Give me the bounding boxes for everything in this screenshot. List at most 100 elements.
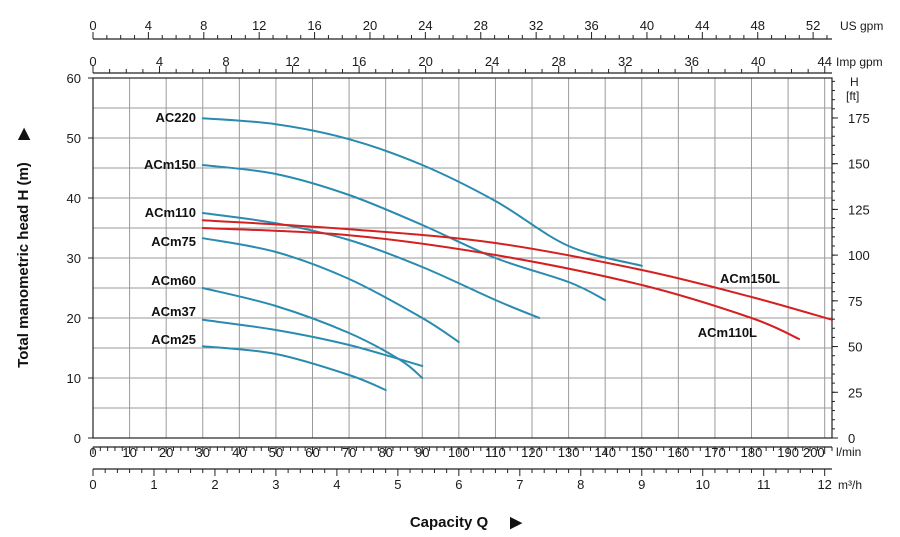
curve-ac220 — [201, 117, 643, 267]
impgpm-tick-label: 20 — [418, 54, 432, 69]
lmin-tick-label: 10 — [122, 445, 136, 460]
usgpm-tick-label: 12 — [252, 18, 266, 33]
lmin-tick-label: 110 — [485, 445, 506, 460]
unit-m3h: m³/h — [838, 478, 862, 492]
curve-acm110 — [201, 212, 541, 319]
lmin-tick-label: 20 — [159, 445, 173, 460]
x-axis-title: Capacity Q — [410, 514, 489, 531]
usgpm-tick-label: 40 — [640, 18, 654, 33]
usgpm-tick-label: 24 — [418, 18, 432, 33]
m3h-tick-label: 4 — [333, 477, 340, 492]
m3h-tick-label: 11 — [757, 477, 771, 492]
lmin-tick-label: 80 — [378, 445, 392, 460]
impgpm-tick-label: 36 — [684, 54, 698, 69]
impgpm-tick-label: 28 — [551, 54, 565, 69]
impgpm-tick-label: 16 — [352, 54, 366, 69]
y2-tick-label: 150 — [848, 157, 870, 172]
usgpm-tick-label: 20 — [363, 18, 377, 33]
lmin-tick-label: 180 — [741, 445, 763, 460]
m3h-tick-label: 6 — [455, 477, 462, 492]
y2-tick-label: 75 — [848, 294, 862, 309]
curve-acm37 — [201, 318, 424, 367]
y2-axis-label-ft: [ft] — [846, 89, 859, 103]
y2-tick-label: 125 — [848, 202, 870, 217]
y2-tick-label: 175 — [848, 111, 870, 126]
usgpm-tick-label: 4 — [145, 18, 152, 33]
impgpm-tick-label: 0 — [89, 54, 96, 69]
impgpm-tick-label: 40 — [751, 54, 765, 69]
curve-label-acm60: ACm60 — [151, 273, 196, 288]
lmin-tick-label: 90 — [415, 445, 429, 460]
curve-label-acm37: ACm37 — [151, 304, 196, 319]
y-tick-label: 0 — [74, 431, 81, 446]
usgpm-tick-label: 8 — [200, 18, 207, 33]
usgpm-tick-label: 52 — [806, 18, 820, 33]
usgpm-tick-label: 28 — [474, 18, 488, 33]
m3h-tick-label: 0 — [89, 477, 96, 492]
m3h-tick-label: 5 — [394, 477, 401, 492]
y-axis-arrow-icon: ▶ — [15, 127, 32, 141]
y-tick-label: 60 — [67, 71, 81, 86]
lmin-tick-label: 100 — [448, 445, 470, 460]
usgpm-tick-label: 0 — [89, 18, 96, 33]
curve-label-acm110: ACm110 — [145, 205, 196, 220]
impgpm-tick-label: 12 — [285, 54, 299, 69]
impgpm-tick-label: 4 — [156, 54, 163, 69]
usgpm-tick-label: 36 — [584, 18, 598, 33]
m3h-tick-label: 3 — [272, 477, 279, 492]
y2-tick-label: 50 — [848, 340, 862, 355]
usgpm-tick-label: 48 — [750, 18, 764, 33]
y2-tick-label: 100 — [848, 248, 870, 263]
m3h-tick-label: 7 — [516, 477, 523, 492]
curve-label-acm150l: ACm150L — [720, 271, 780, 286]
lmin-tick-label: 60 — [305, 445, 319, 460]
y-axis-title: Total manometric head H (m) — [15, 162, 32, 368]
m3h-tick-label: 2 — [211, 477, 218, 492]
y-tick-label: 10 — [67, 371, 81, 386]
impgpm-tick-label: 44 — [818, 54, 832, 69]
curve-label-acm110l: ACm110L — [698, 325, 757, 340]
curve-acm150l — [201, 219, 833, 321]
lmin-tick-label: 170 — [704, 445, 726, 460]
curve-acm75 — [201, 237, 460, 343]
curve-acm25 — [201, 345, 387, 391]
lmin-tick-label: 120 — [521, 445, 543, 460]
y2-axis-label-h: H — [850, 75, 859, 89]
curves — [201, 117, 833, 391]
curve-labels: AC220 ACm150 ACm110 ACm75 ACm60 ACm37 ACm25 ACm… — [144, 110, 780, 347]
usgpm-tick-label: 16 — [307, 18, 321, 33]
unit-lmin: l/min — [836, 445, 861, 459]
y2-tick-label: 25 — [848, 385, 862, 400]
m3h-tick-label: 1 — [150, 477, 157, 492]
curve-acm150 — [201, 164, 607, 301]
x-axis-arrow-icon: ▶ — [509, 514, 523, 531]
lmin-tick-label: 0 — [89, 445, 96, 460]
m3h-tick-label: 12 — [817, 477, 831, 492]
curve-label-acm75: ACm75 — [151, 234, 196, 249]
lmin-tick-label: 150 — [631, 445, 653, 460]
m3h-tick-label: 9 — [638, 477, 645, 492]
lmin-tick-label: 190 — [777, 445, 799, 460]
lmin-tick-label: 50 — [269, 445, 283, 460]
m3h-tick-label: 10 — [696, 477, 710, 492]
usgpm-tick-label: 32 — [529, 18, 543, 33]
y-tick-label: 40 — [67, 191, 81, 206]
lmin-tick-label: 200 — [803, 445, 825, 460]
y2-tick-label: 0 — [848, 431, 855, 446]
lmin-tick-label: 130 — [558, 445, 580, 460]
curve-acm60 — [201, 287, 424, 379]
y-tick-label: 30 — [67, 251, 81, 266]
m3h-tick-label: 8 — [577, 477, 584, 492]
curve-label-ac220: AC220 — [156, 110, 196, 125]
lmin-tick-label: 70 — [342, 445, 356, 460]
unit-usgpm: US gpm — [840, 19, 883, 33]
curve-acm110l — [201, 227, 801, 340]
unit-impgpm: Imp gpm — [836, 55, 883, 69]
usgpm-tick-label: 44 — [695, 18, 709, 33]
impgpm-tick-label: 8 — [222, 54, 229, 69]
impgpm-tick-label: 24 — [485, 54, 499, 69]
lmin-tick-label: 40 — [232, 445, 246, 460]
y-tick-label: 50 — [67, 131, 81, 146]
